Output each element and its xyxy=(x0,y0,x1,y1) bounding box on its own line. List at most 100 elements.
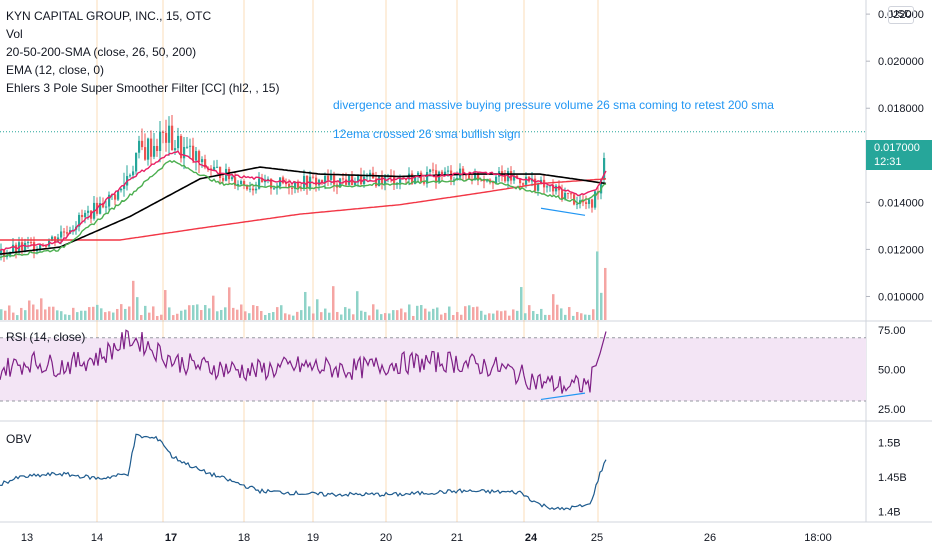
candle-body-168 xyxy=(168,125,171,143)
obv-tick-label-0: 1.5B xyxy=(878,438,901,450)
candle-body-177 xyxy=(177,135,180,149)
price-tick-label-0: 0.022000 xyxy=(878,9,924,21)
candle-body-39 xyxy=(39,244,42,250)
volume-bar-344 xyxy=(344,307,347,320)
volume-bar-36 xyxy=(36,309,39,320)
volume-bar-224 xyxy=(224,307,227,320)
candle-body-513 xyxy=(513,175,516,181)
volume-bar-248 xyxy=(248,313,251,320)
volume-bar-100 xyxy=(100,308,103,320)
volume-bar-572 xyxy=(572,315,575,320)
volume-bar-520 xyxy=(520,287,523,320)
volume-bar-316 xyxy=(316,299,319,320)
candle-body-156 xyxy=(156,145,159,151)
volume-bar-260 xyxy=(260,310,263,320)
volume-bar-144 xyxy=(144,305,147,320)
volume-bar-160 xyxy=(160,314,163,320)
candle-body-288 xyxy=(288,183,291,188)
volume-bar-532 xyxy=(532,311,535,320)
candle-body-144 xyxy=(144,147,147,160)
time-label-20: 20 xyxy=(380,532,392,544)
volume-bar-568 xyxy=(568,307,571,320)
candle-body-378 xyxy=(378,175,381,187)
ema12-line xyxy=(0,159,607,259)
volume-bar-264 xyxy=(264,314,267,320)
volume-bar-528 xyxy=(528,305,531,320)
volume-bar-512 xyxy=(512,309,515,320)
price-tick-label-2: 0.018000 xyxy=(878,103,924,115)
volume-bar-472 xyxy=(472,307,475,320)
volume-bar-372 xyxy=(372,304,375,320)
volume-bar-88 xyxy=(88,307,91,320)
candle-body-348 xyxy=(348,174,351,185)
volume-bar-404 xyxy=(404,312,407,320)
candle-body-318 xyxy=(318,179,321,186)
volume-bar-220 xyxy=(220,309,223,320)
volume-bar-396 xyxy=(396,310,399,320)
volume-bar-288 xyxy=(288,314,291,320)
candle-body-594 xyxy=(594,191,597,208)
obv-tick-label-2: 1.4B xyxy=(878,507,901,519)
volume-bar-504 xyxy=(504,310,507,320)
candle-body-561 xyxy=(561,190,564,200)
candle-body-453 xyxy=(453,179,456,181)
candle-body-213 xyxy=(213,166,216,171)
candle-body-342 xyxy=(342,178,345,180)
rsi-pane-title: RSI (14, close) xyxy=(6,330,86,344)
annotation-divergence: divergence and massive buying pressure v… xyxy=(333,98,774,112)
candle-body-363 xyxy=(363,176,366,185)
volume-bar-488 xyxy=(488,313,491,320)
volume-bar-580 xyxy=(580,313,583,320)
candle-body-291 xyxy=(291,187,294,189)
candle-body-159 xyxy=(159,131,162,151)
volume-bar-112 xyxy=(112,312,115,320)
candle-body-60 xyxy=(60,231,63,238)
volume-bar-32 xyxy=(32,304,35,320)
volume-bar-308 xyxy=(308,306,311,320)
candle-body-447 xyxy=(447,170,450,172)
time-label-19: 19 xyxy=(307,532,319,544)
volume-bar-420 xyxy=(420,305,423,320)
volume-bar-216 xyxy=(216,311,219,320)
volume-bar-592 xyxy=(592,309,595,320)
volume-bar-484 xyxy=(484,314,487,320)
candle-body-243 xyxy=(243,181,246,185)
volume-bar-12 xyxy=(12,312,15,320)
volume-bar-236 xyxy=(236,309,239,320)
candle-body-171 xyxy=(171,125,174,151)
volume-bar-196 xyxy=(196,304,199,320)
volume-bar-104 xyxy=(104,312,107,320)
candle-body-108 xyxy=(108,194,111,207)
time-label-18: 18 xyxy=(238,532,250,544)
volume-bar-164 xyxy=(164,290,167,320)
candle-body-138 xyxy=(138,140,141,153)
price-tick-label-6: 0.010000 xyxy=(878,291,924,303)
candle-body-63 xyxy=(63,231,66,233)
candle-body-297 xyxy=(297,181,300,188)
volume-bar-280 xyxy=(280,305,283,320)
currency-button[interactable]: USD xyxy=(888,6,914,24)
candle-body-183 xyxy=(183,146,186,159)
candle-body-375 xyxy=(375,178,378,187)
volume-bar-392 xyxy=(392,310,395,320)
candle-body-249 xyxy=(249,188,252,190)
volume-bar-360 xyxy=(360,310,363,320)
candle-body-78 xyxy=(78,214,81,227)
candle-body-246 xyxy=(246,184,249,190)
candle-body-411 xyxy=(411,173,414,184)
volume-bar-576 xyxy=(576,311,579,320)
price-tick-label-4: 0.014000 xyxy=(878,197,924,209)
candle-body-576 xyxy=(576,203,579,205)
candle-body-582 xyxy=(582,200,585,203)
volume-bar-92 xyxy=(92,306,95,320)
volume-bar-4 xyxy=(4,310,7,320)
candle-body-381 xyxy=(381,175,384,185)
price-tick-label-1: 0.020000 xyxy=(878,56,924,68)
candle-body-432 xyxy=(432,169,435,171)
price-tick-label-5: 0.012000 xyxy=(878,244,924,256)
volume-bar-564 xyxy=(564,314,567,320)
volume-bar-516 xyxy=(516,310,519,320)
candle-body-333 xyxy=(333,175,336,185)
sma200-line xyxy=(0,178,607,241)
volume-bar-508 xyxy=(508,315,511,320)
